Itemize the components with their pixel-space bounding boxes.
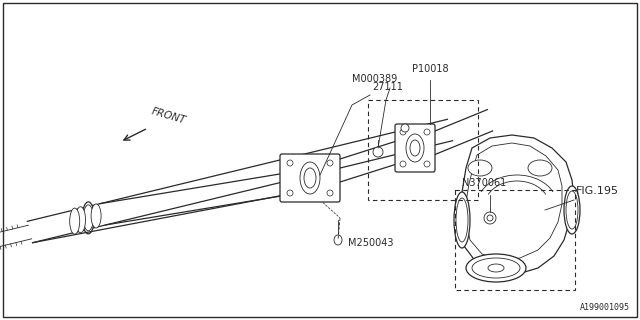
Ellipse shape bbox=[287, 160, 293, 166]
Polygon shape bbox=[460, 135, 574, 274]
Bar bbox=[455, 190, 575, 290]
FancyBboxPatch shape bbox=[280, 154, 340, 202]
Text: M000389: M000389 bbox=[352, 74, 397, 84]
Text: P10018: P10018 bbox=[412, 64, 449, 74]
Text: M250043: M250043 bbox=[348, 238, 394, 248]
Ellipse shape bbox=[400, 129, 406, 135]
Ellipse shape bbox=[454, 192, 470, 248]
Ellipse shape bbox=[91, 204, 101, 228]
Ellipse shape bbox=[334, 235, 342, 245]
Ellipse shape bbox=[83, 205, 93, 231]
Ellipse shape bbox=[528, 160, 552, 176]
Bar bbox=[368, 100, 478, 200]
Ellipse shape bbox=[304, 168, 316, 188]
Ellipse shape bbox=[410, 140, 420, 156]
Ellipse shape bbox=[466, 254, 526, 282]
Ellipse shape bbox=[484, 212, 496, 224]
Ellipse shape bbox=[287, 190, 293, 196]
Ellipse shape bbox=[300, 162, 320, 194]
Ellipse shape bbox=[76, 207, 86, 233]
Ellipse shape bbox=[70, 208, 80, 234]
Ellipse shape bbox=[456, 198, 468, 242]
Ellipse shape bbox=[468, 160, 492, 176]
Text: N370061: N370061 bbox=[462, 178, 506, 188]
Ellipse shape bbox=[424, 161, 430, 167]
Ellipse shape bbox=[406, 134, 424, 162]
Ellipse shape bbox=[564, 186, 580, 234]
Text: FIG.195: FIG.195 bbox=[576, 186, 619, 196]
Ellipse shape bbox=[472, 258, 520, 278]
Ellipse shape bbox=[401, 124, 409, 132]
Text: FRONT: FRONT bbox=[150, 107, 187, 126]
Text: A199001095: A199001095 bbox=[580, 303, 630, 312]
Ellipse shape bbox=[327, 190, 333, 196]
Ellipse shape bbox=[83, 202, 94, 234]
Ellipse shape bbox=[327, 160, 333, 166]
Ellipse shape bbox=[373, 147, 383, 157]
Ellipse shape bbox=[487, 215, 493, 221]
Ellipse shape bbox=[424, 129, 430, 135]
Ellipse shape bbox=[566, 191, 578, 229]
Text: 27111: 27111 bbox=[372, 82, 403, 92]
FancyBboxPatch shape bbox=[395, 124, 435, 172]
Ellipse shape bbox=[400, 161, 406, 167]
Ellipse shape bbox=[488, 264, 504, 272]
